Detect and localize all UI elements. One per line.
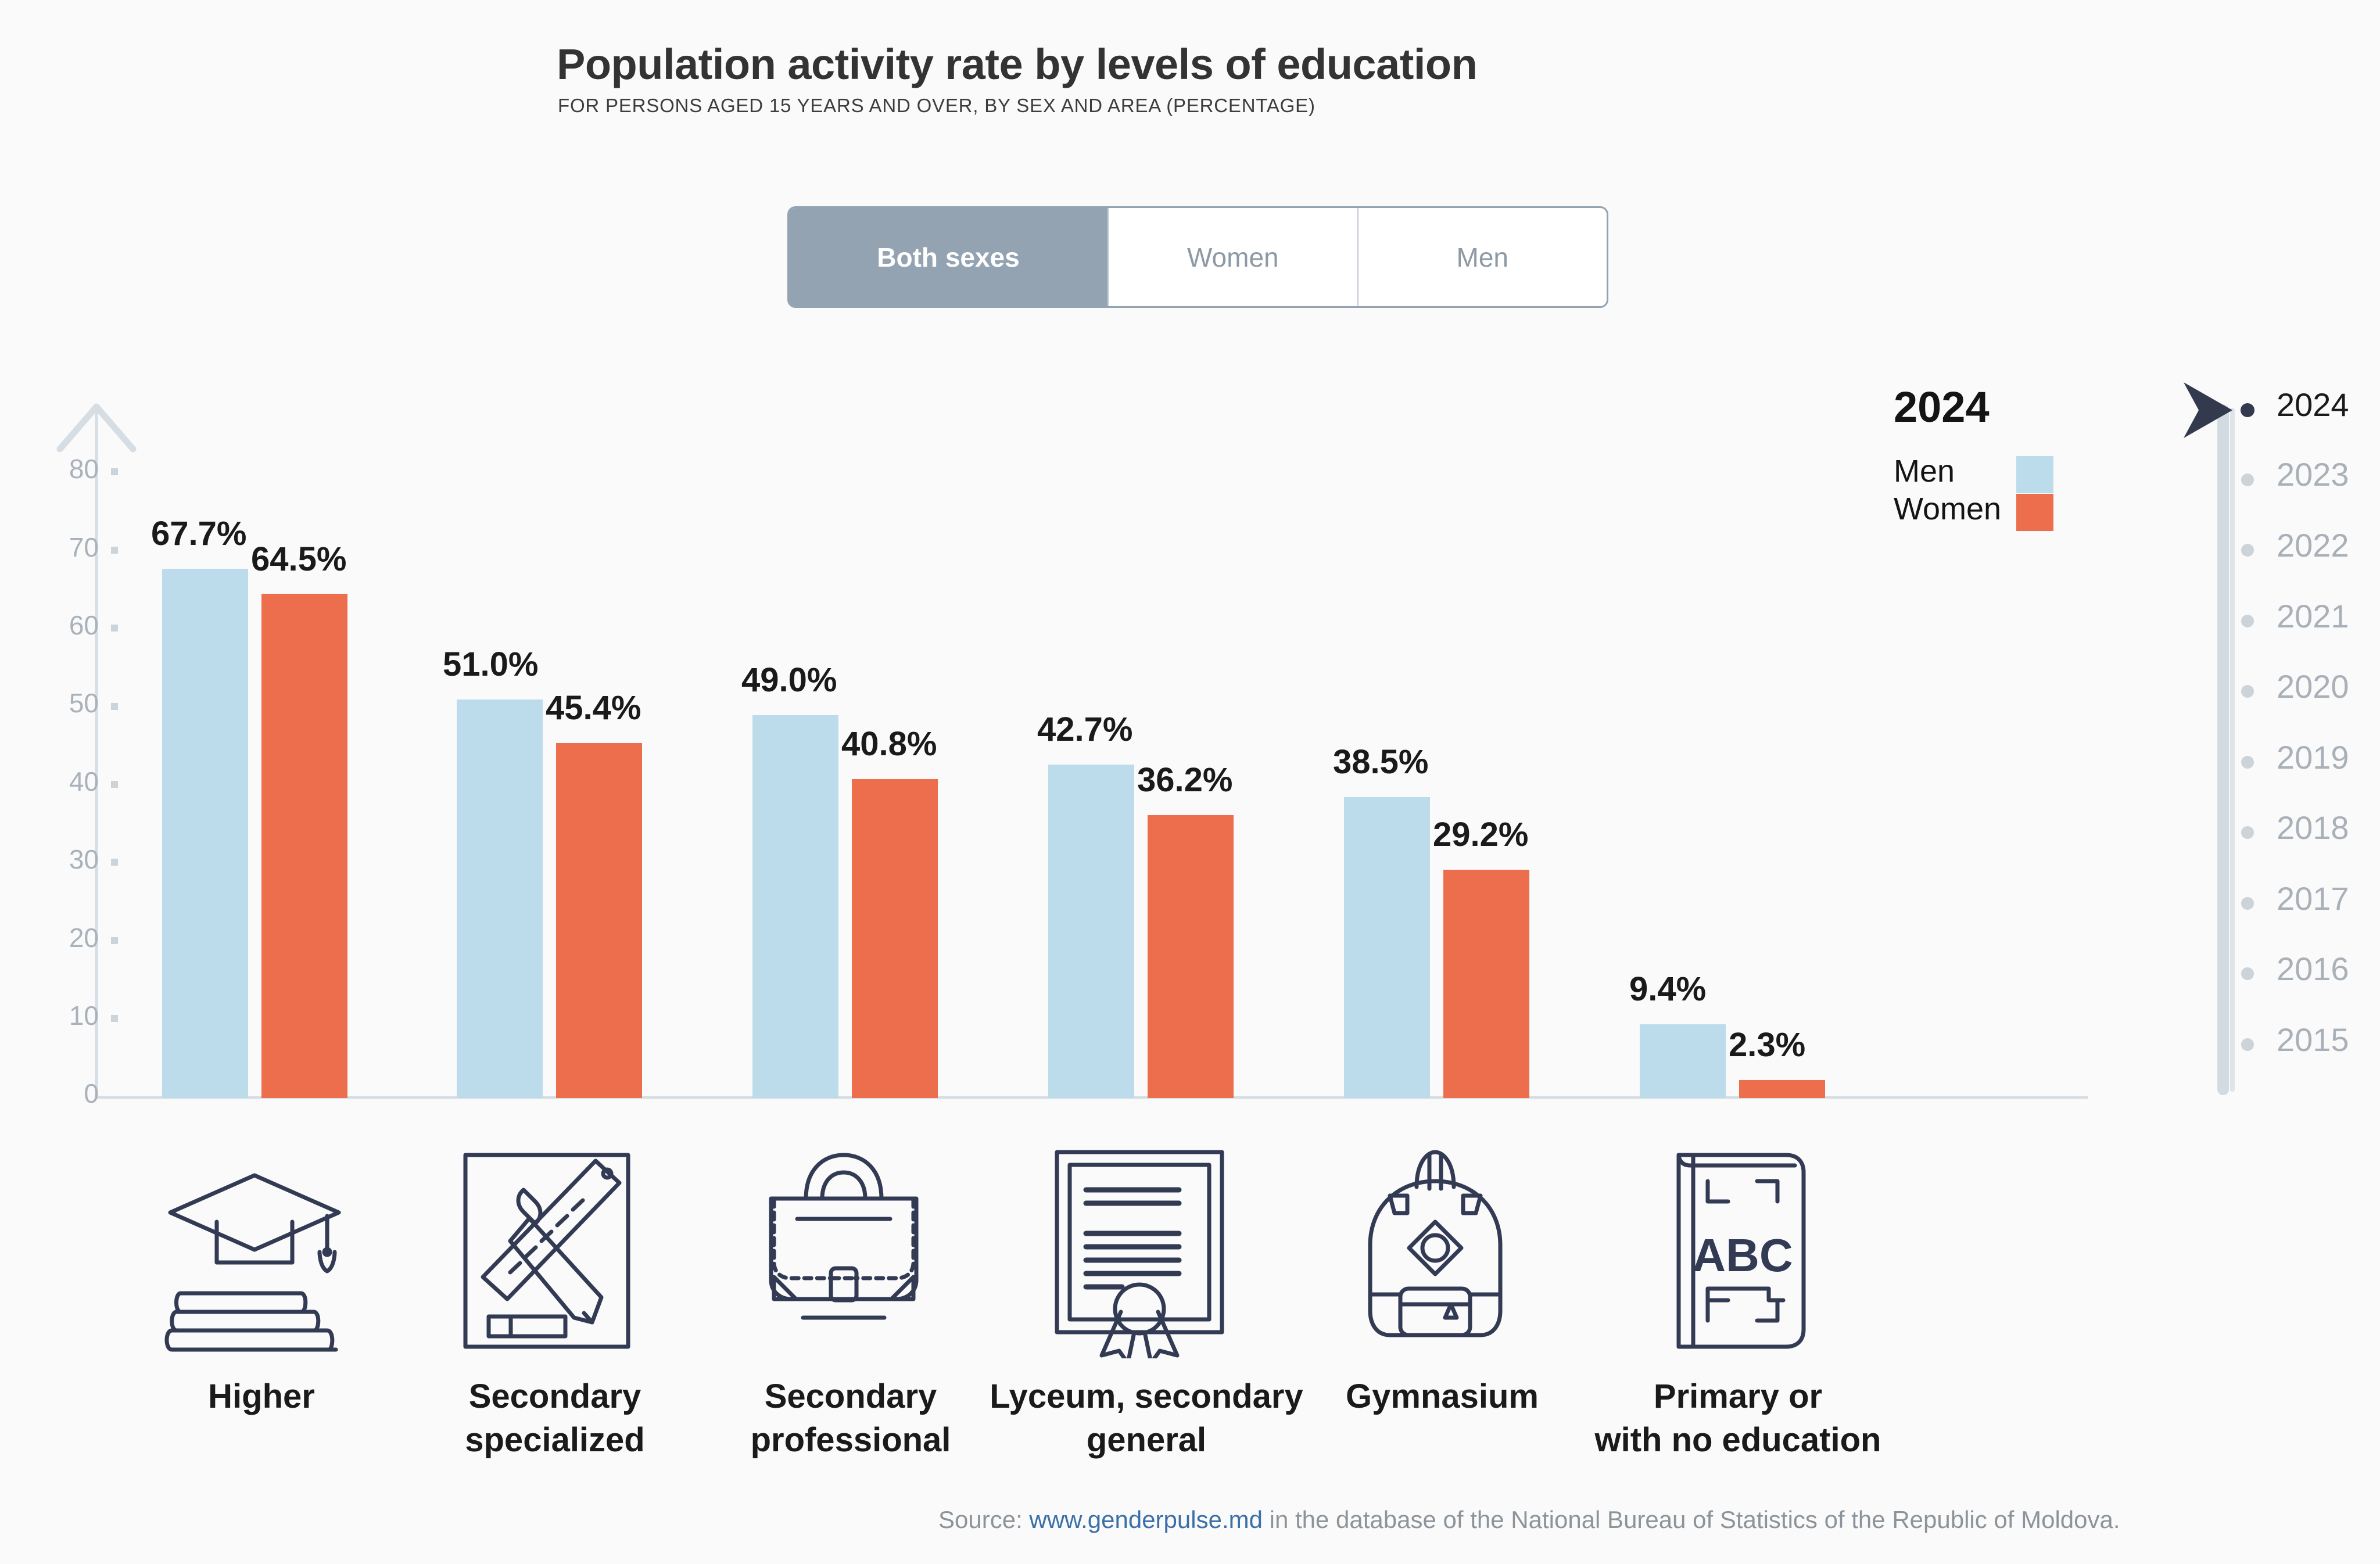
svg-text:ABC: ABC bbox=[1692, 1229, 1793, 1281]
